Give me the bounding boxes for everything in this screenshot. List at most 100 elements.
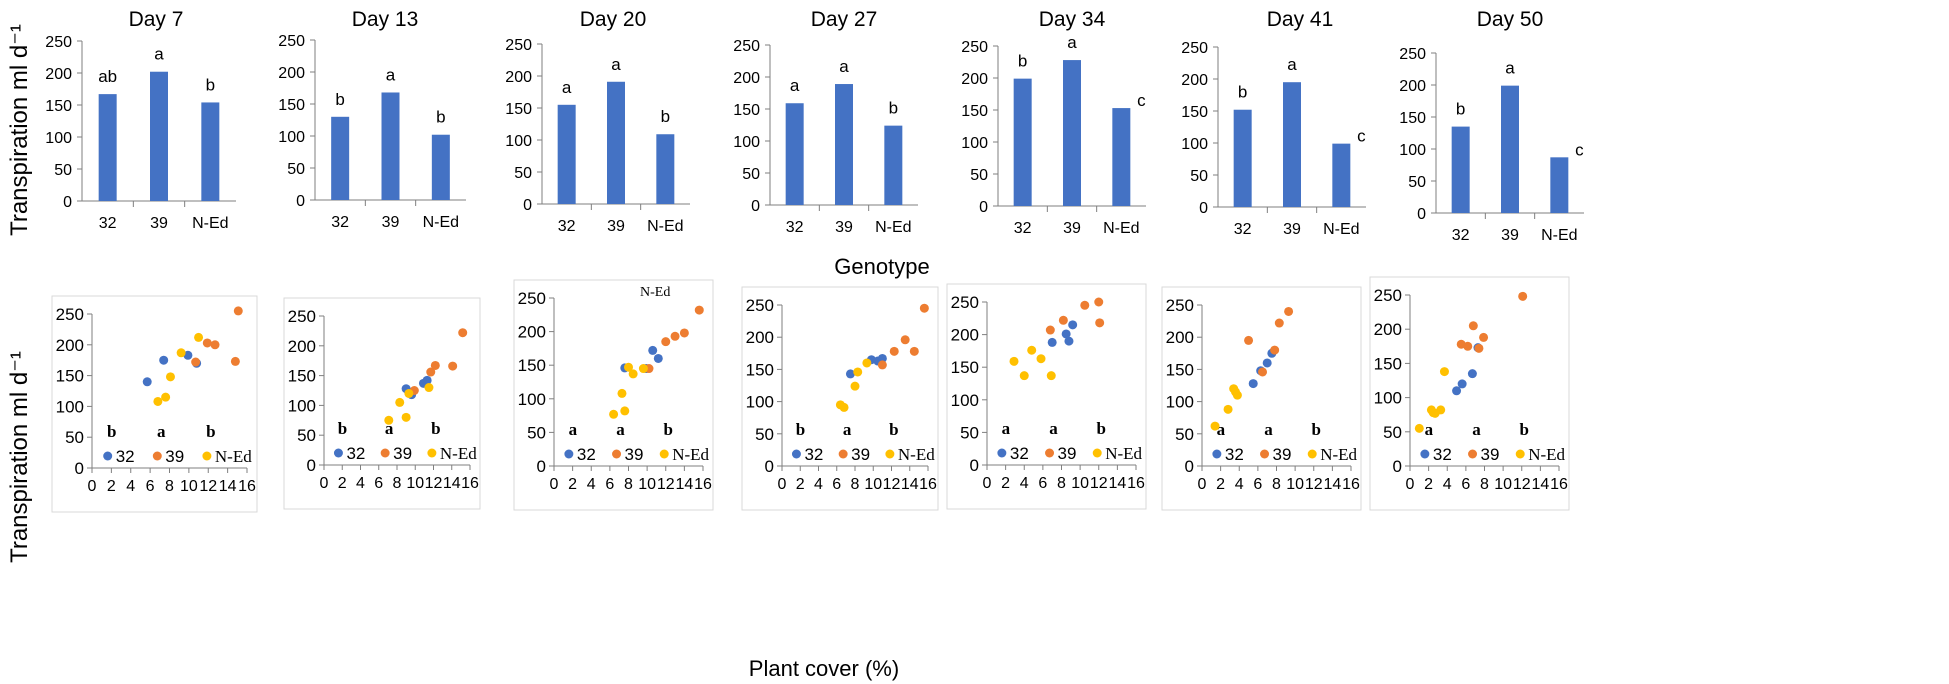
y-tick-label: 200 bbox=[45, 66, 72, 83]
significance-letter: a bbox=[386, 65, 396, 84]
y-tick-label: 200 bbox=[518, 323, 546, 342]
y-tick-label: 250 bbox=[505, 37, 532, 54]
point-n-ed bbox=[1439, 367, 1449, 377]
y-tick-label: 100 bbox=[1166, 393, 1194, 412]
bar-chart-6: Day 41 0 50 100 150 200 250 32 b 39 a N-Ed c bbox=[1181, 8, 1366, 238]
x-tick-label: 12 bbox=[657, 476, 675, 493]
y-tick-label: 100 bbox=[746, 393, 774, 412]
bar-32 bbox=[1451, 126, 1470, 213]
significance-letter: b bbox=[431, 419, 440, 438]
x-tick-label: N-Ed bbox=[192, 215, 228, 232]
y-tick-label: 100 bbox=[1181, 136, 1208, 153]
y-tick-label: 0 bbox=[1393, 457, 1402, 476]
x-tick-label: 2 bbox=[1424, 476, 1433, 493]
point-39 bbox=[1244, 335, 1254, 345]
y-tick-label: 150 bbox=[951, 358, 979, 377]
point-39 bbox=[1045, 325, 1055, 335]
point-n-ed bbox=[395, 397, 405, 407]
significance-letter: b bbox=[206, 75, 215, 94]
y-tick-label: 100 bbox=[1374, 389, 1402, 408]
significance-letter: a bbox=[1287, 55, 1297, 74]
point-32 bbox=[1457, 379, 1467, 389]
point-39 bbox=[1094, 297, 1104, 307]
point-n-ed bbox=[620, 406, 630, 416]
legend-label: N-Ed bbox=[440, 444, 477, 463]
significance-letter: c bbox=[1357, 127, 1366, 146]
point-32 bbox=[142, 377, 152, 387]
point-39 bbox=[430, 360, 440, 370]
legend-label: N-Ed bbox=[215, 447, 252, 466]
significance-letter: a bbox=[1067, 33, 1077, 52]
significance-letter: a bbox=[843, 420, 852, 439]
point-39 bbox=[1474, 343, 1484, 353]
bar-n-ed bbox=[1332, 143, 1351, 207]
point-n-ed bbox=[165, 372, 175, 382]
point-32 bbox=[1061, 329, 1071, 339]
legend-label: 39 bbox=[165, 447, 184, 466]
x-tick-label: 12 bbox=[1305, 476, 1323, 493]
point-32 bbox=[1452, 386, 1462, 396]
point-39 bbox=[1270, 345, 1280, 355]
point-32 bbox=[648, 345, 658, 355]
bar-39 bbox=[381, 92, 400, 200]
legend-marker bbox=[1468, 449, 1478, 459]
significance-letter: b bbox=[206, 422, 215, 441]
significance-letter: a bbox=[1217, 420, 1226, 439]
x-tick-label: 4 bbox=[814, 476, 823, 493]
bar-n-ed bbox=[656, 134, 675, 204]
significance-letter: a bbox=[1425, 420, 1434, 439]
legend-marker bbox=[659, 449, 669, 459]
x-tick-label: 14 bbox=[1531, 476, 1549, 493]
legend-label: 39 bbox=[1273, 445, 1292, 464]
point-n-ed bbox=[161, 392, 171, 402]
bar-39 bbox=[1283, 82, 1301, 207]
bar-39 bbox=[150, 71, 168, 201]
significance-letter: b bbox=[436, 108, 445, 127]
point-32 bbox=[159, 355, 169, 365]
bar-39 bbox=[835, 84, 853, 205]
x-tick-label: 12 bbox=[199, 478, 217, 495]
significance-letter: b bbox=[796, 420, 805, 439]
significance-letter: b bbox=[1456, 100, 1465, 119]
y-tick-label: 200 bbox=[278, 65, 305, 82]
significance-letter: a bbox=[1505, 59, 1515, 78]
point-n-ed bbox=[424, 383, 434, 393]
bar-chart-title: Day 50 bbox=[1477, 8, 1544, 31]
point-n-ed bbox=[609, 409, 619, 419]
bar-32 bbox=[331, 116, 350, 200]
significance-letter: a bbox=[616, 420, 625, 439]
point-32 bbox=[653, 353, 663, 363]
y-tick-label: 100 bbox=[518, 390, 546, 409]
point-39 bbox=[426, 367, 436, 377]
legend-marker bbox=[103, 451, 113, 461]
y-tick-label: 100 bbox=[733, 134, 760, 151]
point-n-ed bbox=[176, 348, 186, 358]
point-39 bbox=[230, 356, 240, 366]
y-tick-label: 200 bbox=[746, 328, 774, 347]
x-tick-label: N-Ed bbox=[875, 219, 911, 236]
y-tick-label: 150 bbox=[45, 98, 72, 115]
y-tick-label: 50 bbox=[1175, 425, 1194, 444]
point-39 bbox=[694, 305, 704, 315]
y-tick-label: 0 bbox=[1199, 200, 1208, 217]
y-tick-label: 250 bbox=[278, 33, 305, 50]
point-n-ed bbox=[850, 381, 860, 391]
legend-label: N-Ed bbox=[898, 445, 935, 464]
y-tick-label: 0 bbox=[63, 194, 72, 211]
y-tick-label: 100 bbox=[288, 396, 316, 415]
bar-39 bbox=[607, 81, 625, 204]
y-tick-label: 0 bbox=[979, 199, 988, 216]
significance-letter: b bbox=[661, 107, 670, 126]
x-tick-label: 0 bbox=[88, 478, 97, 495]
x-tick-label: 6 bbox=[832, 476, 841, 493]
legend-label: 39 bbox=[1481, 445, 1500, 464]
x-tick-label: 12 bbox=[1513, 476, 1531, 493]
bar-chart-1: Day 7 0 50 100 150 200 250 32 ab 39 a N-Ed b bbox=[45, 8, 236, 232]
y-tick-label: 250 bbox=[1399, 46, 1426, 63]
y-tick-label: 250 bbox=[1374, 286, 1402, 305]
y-tick-label: 50 bbox=[1408, 174, 1426, 191]
legend-label: N-Ed bbox=[1528, 445, 1565, 464]
y-tick-label: 50 bbox=[65, 428, 84, 447]
point-39 bbox=[210, 340, 220, 350]
